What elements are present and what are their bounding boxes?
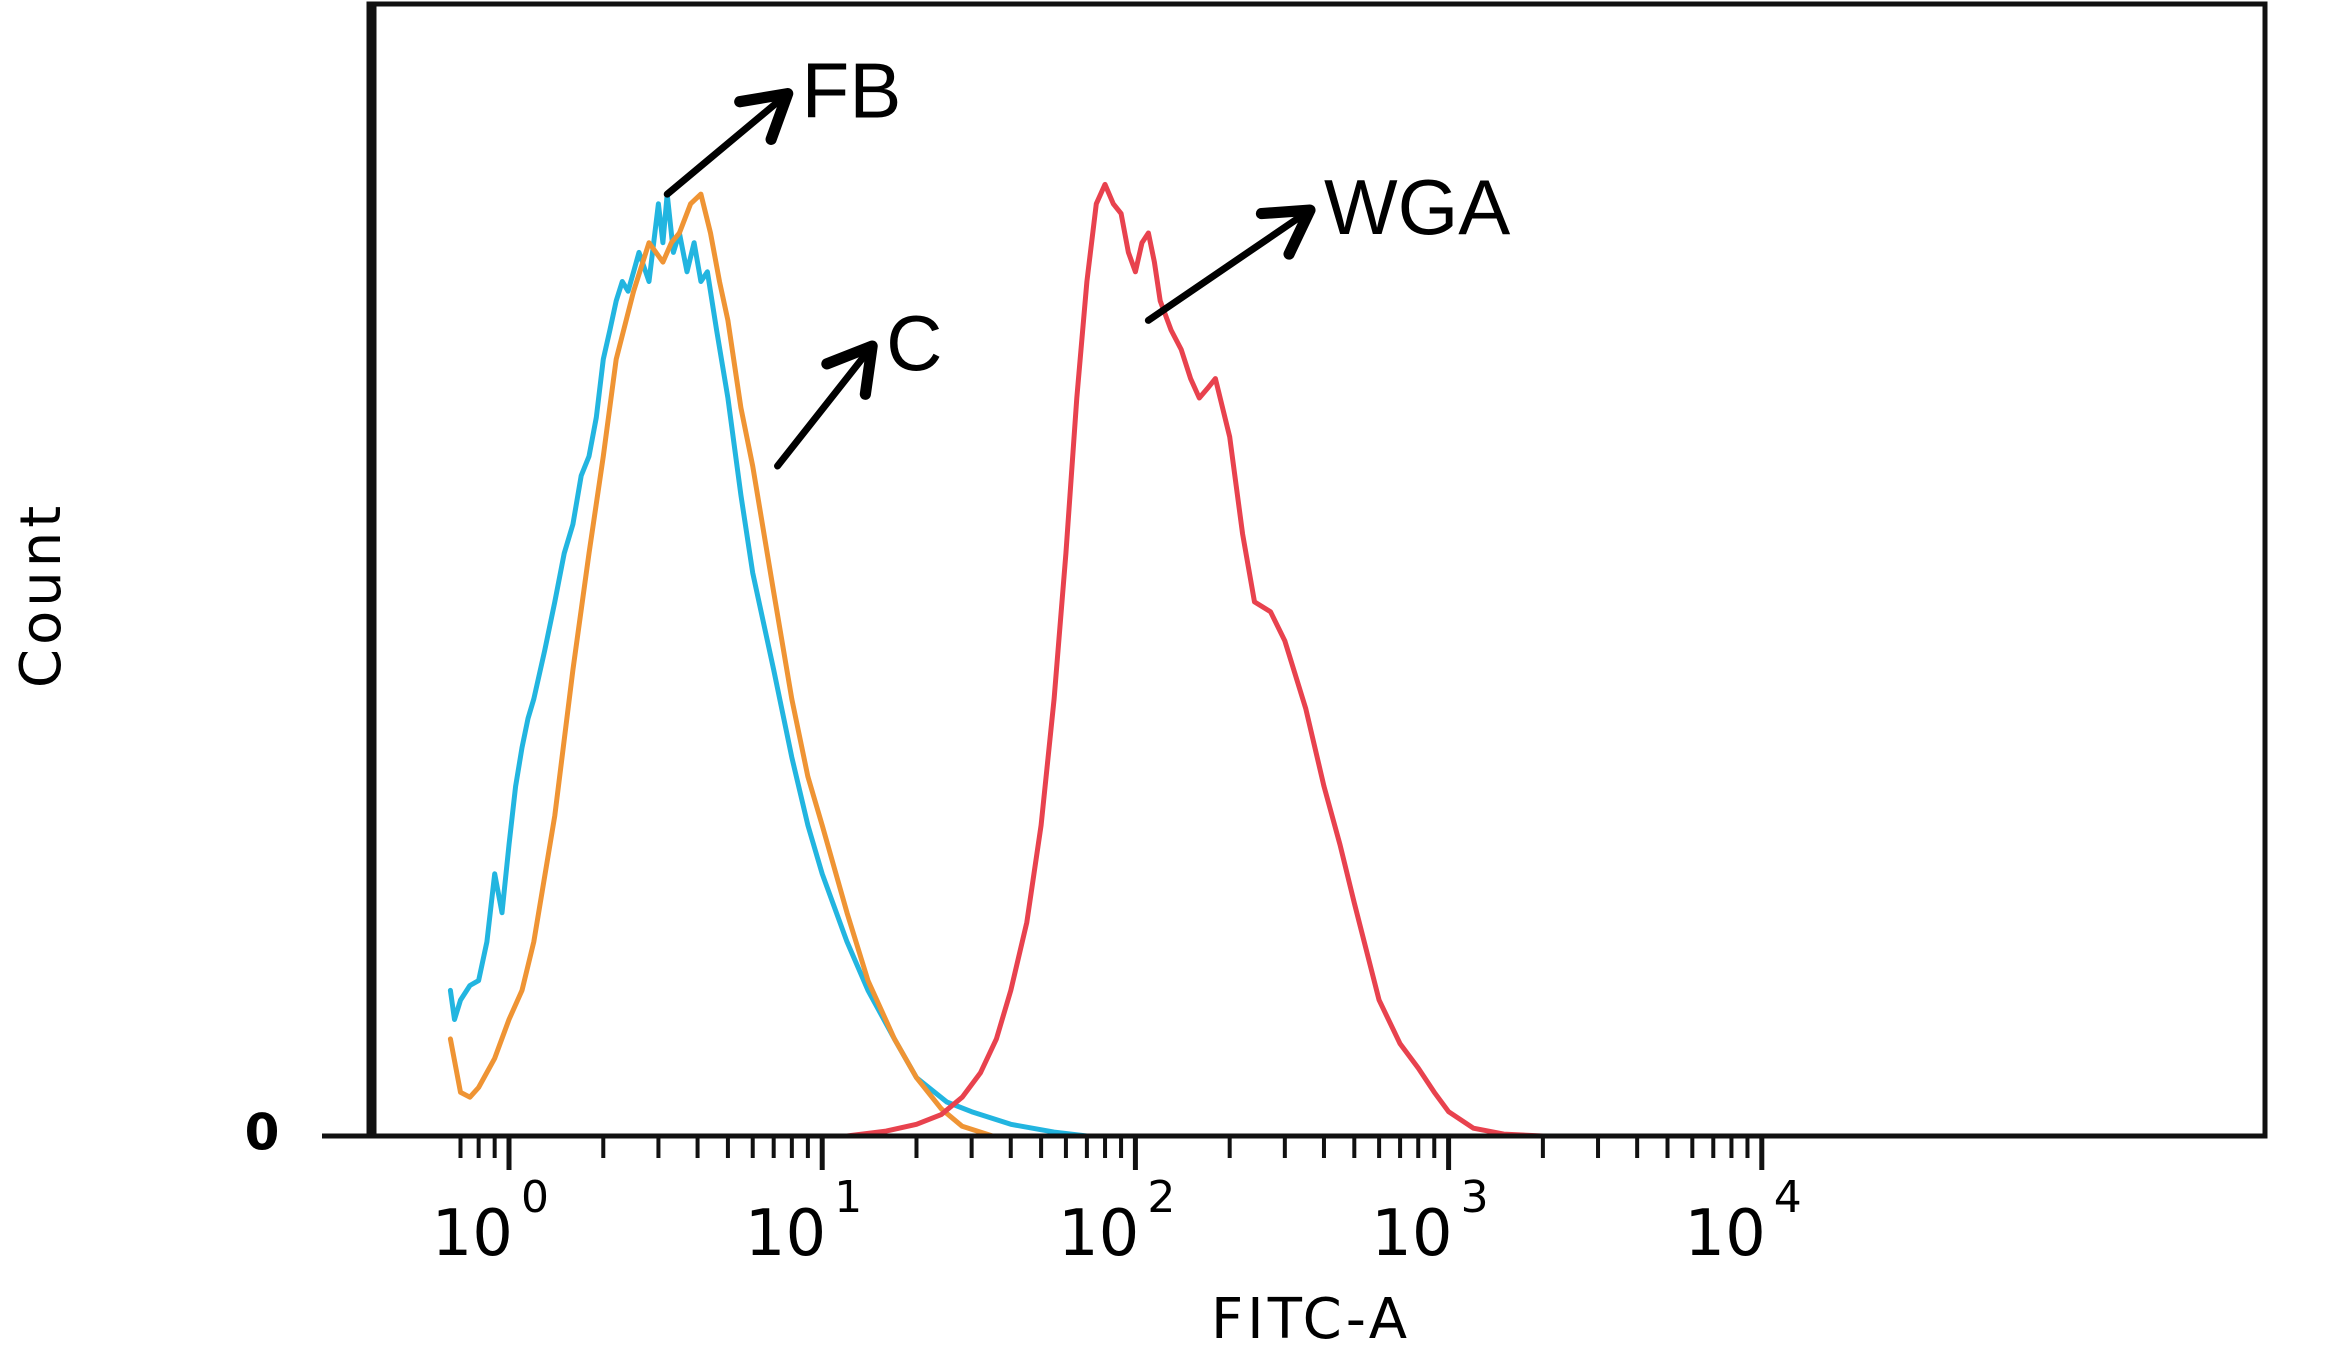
x-tick-label: 10 0 xyxy=(432,1172,549,1271)
series-line-fb xyxy=(447,191,1090,1139)
series-line-c xyxy=(447,191,996,1139)
annotation-arrow-wga xyxy=(1144,204,1316,324)
y-axis-title: Count xyxy=(9,502,74,688)
x-tick-label-exponent: 0 xyxy=(521,1172,549,1223)
x-tick-labels: 10 0 10 1 10 2 10 3 10 4 xyxy=(432,1172,1802,1271)
annotation-label-wga: WGA xyxy=(1324,163,1510,251)
y-tick-label-zero: 0 xyxy=(245,1104,280,1162)
x-tick-label: 10 2 xyxy=(1058,1172,1175,1271)
plot-frame xyxy=(366,1,2268,1139)
annotation-arrow-fb xyxy=(663,88,794,198)
x-tick-label: 10 1 xyxy=(745,1172,862,1271)
x-tick-label-exponent: 3 xyxy=(1461,1172,1489,1223)
annotation-label-fb: FB xyxy=(802,47,902,135)
series-layer xyxy=(447,181,1765,1139)
series-line-wga xyxy=(447,181,1765,1139)
x-tick-label-base: 10 xyxy=(1058,1197,1139,1271)
x-tick-label-exponent: 2 xyxy=(1147,1172,1175,1223)
x-tick-label: 10 3 xyxy=(1371,1172,1488,1271)
x-tick-label-exponent: 4 xyxy=(1774,1172,1802,1223)
x-tick-label-base: 10 xyxy=(1371,1197,1452,1271)
annotation-arrow-c xyxy=(774,340,878,470)
x-tick-label: 10 4 xyxy=(1684,1172,1801,1271)
x-tick-label-base: 10 xyxy=(1684,1197,1765,1271)
annotations: FB C WGA xyxy=(663,47,1510,470)
annotation-label-c: C xyxy=(886,299,942,387)
x-tick-label-base: 10 xyxy=(745,1197,826,1271)
x-tick-label-exponent: 1 xyxy=(834,1172,862,1223)
x-tick-label-base: 10 xyxy=(432,1197,513,1271)
x-ticks xyxy=(458,1136,1765,1170)
x-axis-title: FITC-A xyxy=(1211,1287,1411,1352)
